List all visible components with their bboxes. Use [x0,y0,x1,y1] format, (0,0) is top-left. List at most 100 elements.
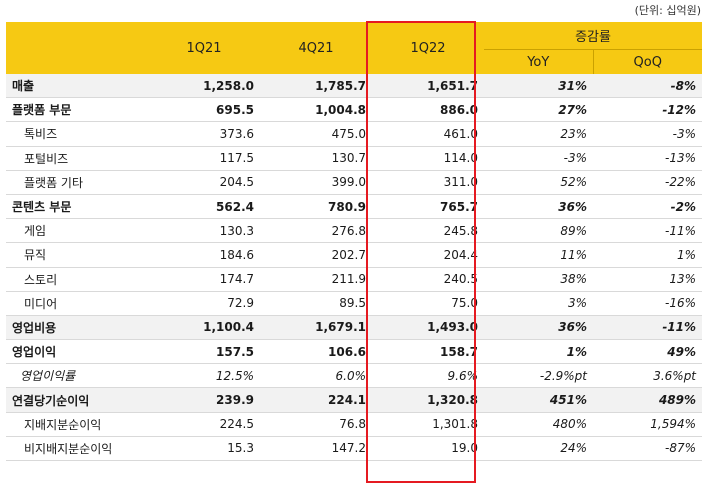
cell-1q22: 158.7 [372,339,484,365]
header-period-1q21: 1Q21 [148,22,260,74]
table-row: 게임 130.3 276.8 245.8 89% -11% [6,218,703,244]
cell-yoy: 23% [484,121,593,147]
table-row: 포털비즈 117.5 130.7 114.0 -3% -13% [6,146,703,171]
cell-1q22: 765.7 [372,194,484,220]
cell-yoy: 27% [484,97,593,123]
cell-1q22: 204.4 [372,242,484,268]
cell-1q21: 174.7 [148,267,260,292]
cell-4q21: 147.2 [260,436,372,462]
row-label: 콘텐츠 부문 [6,194,148,220]
cell-1q22: 245.8 [372,218,484,244]
cell-1q21: 239.9 [148,387,260,413]
row-label: 연결당기순이익 [6,387,148,413]
cell-1q22: 1,320.8 [372,387,484,413]
cell-yoy: 451% [484,387,593,413]
header-change-group: 증감률 [484,22,703,50]
cell-qoq: -2% [593,194,703,220]
cell-4q21: 202.7 [260,242,372,268]
table-row: 스토리 174.7 211.9 240.5 38% 13% [6,267,703,292]
cell-4q21: 211.9 [260,267,372,292]
cell-qoq: -8% [593,74,703,99]
cell-1q22: 1,301.8 [372,412,484,437]
row-label: 톡비즈 [6,121,148,147]
cell-1q22: 311.0 [372,170,484,195]
row-label: 게임 [6,218,148,244]
cell-4q21: 89.5 [260,291,372,316]
cell-yoy: 31% [484,74,593,99]
cell-4q21: 780.9 [260,194,372,220]
table-row: 플랫폼 기타 204.5 399.0 311.0 52% -22% [6,170,703,195]
cell-yoy: -2.9%pt [484,363,593,389]
cell-1q21: 1,258.0 [148,74,260,99]
cell-qoq: -3% [593,121,703,147]
cell-4q21: 106.6 [260,339,372,365]
cell-yoy: 3% [484,291,593,316]
cell-qoq: 49% [593,339,703,365]
cell-1q22: 9.6% [372,363,484,389]
table-row: 지배지분순이익 224.5 76.8 1,301.8 480% 1,594% [6,412,703,437]
row-label: 매출 [6,74,148,99]
cell-yoy: 36% [484,315,593,341]
cell-1q21: 1,100.4 [148,315,260,341]
financial-summary-table: 1Q21 4Q21 1Q22 증감률 YoY QoQ 매출 1,258.0 1,78… [6,22,703,462]
cell-qoq: -22% [593,170,703,195]
cell-qoq: 3.6%pt [593,363,703,389]
cell-1q21: 695.5 [148,97,260,123]
cell-yoy: 89% [484,218,593,244]
row-label: 플랫폼 기타 [6,170,148,195]
row-label: 영업이익률 [6,363,148,389]
cell-4q21: 475.0 [260,121,372,147]
cell-1q21: 184.6 [148,242,260,268]
cell-4q21: 76.8 [260,412,372,437]
table-row: 콘텐츠 부문 562.4 780.9 765.7 36% -2% [6,194,703,220]
header-yoy: YoY [484,49,594,74]
cell-4q21: 276.8 [260,218,372,244]
cell-4q21: 6.0% [260,363,372,389]
cell-4q21: 130.7 [260,146,372,171]
cell-qoq: -16% [593,291,703,316]
table-row: 비지배지분순이익 15.3 147.2 19.0 24% -87% [6,436,703,462]
cell-1q22: 1,651.7 [372,74,484,99]
cell-qoq: -87% [593,436,703,462]
row-label: 비지배지분순이익 [6,436,148,462]
cell-yoy: 24% [484,436,593,462]
row-label: 뮤직 [6,242,148,268]
cell-1q22: 75.0 [372,291,484,316]
cell-1q21: 72.9 [148,291,260,316]
cell-qoq: -12% [593,97,703,123]
cell-yoy: 52% [484,170,593,195]
cell-4q21: 1,004.8 [260,97,372,123]
cell-yoy: 36% [484,194,593,220]
cell-yoy: 1% [484,339,593,365]
table-row: 영업비용 1,100.4 1,679.1 1,493.0 36% -11% [6,315,703,341]
row-label: 미디어 [6,291,148,316]
cell-yoy: 11% [484,242,593,268]
cell-1q22: 114.0 [372,146,484,171]
cell-yoy: -3% [484,146,593,171]
row-label: 포털비즈 [6,146,148,171]
cell-qoq: -11% [593,218,703,244]
table-row: 영업이익 157.5 106.6 158.7 1% 49% [6,339,703,365]
row-label: 영업이익 [6,339,148,365]
cell-1q22: 886.0 [372,97,484,123]
table-body: 매출 1,258.0 1,785.7 1,651.7 31% -8% 플랫폼 부문 695.5… [6,74,703,462]
cell-1q21: 373.6 [148,121,260,147]
cell-1q21: 224.5 [148,412,260,437]
cell-4q21: 224.1 [260,387,372,413]
cell-qoq: 13% [593,267,703,292]
table-row: 톡비즈 373.6 475.0 461.0 23% -3% [6,121,703,147]
cell-qoq: 1% [593,242,703,268]
row-label: 플랫폼 부문 [6,97,148,123]
row-label: 영업비용 [6,315,148,341]
cell-1q22: 240.5 [372,267,484,292]
cell-1q21: 130.3 [148,218,260,244]
row-label: 스토리 [6,267,148,292]
cell-yoy: 480% [484,412,593,437]
header-period-1q22: 1Q22 [372,22,484,74]
table-row: 미디어 72.9 89.5 75.0 3% -16% [6,291,703,316]
cell-qoq: -11% [593,315,703,341]
cell-1q22: 1,493.0 [372,315,484,341]
cell-4q21: 1,679.1 [260,315,372,341]
row-label: 지배지분순이익 [6,412,148,437]
table-row: 연결당기순이익 239.9 224.1 1,320.8 451% 489% [6,387,703,413]
